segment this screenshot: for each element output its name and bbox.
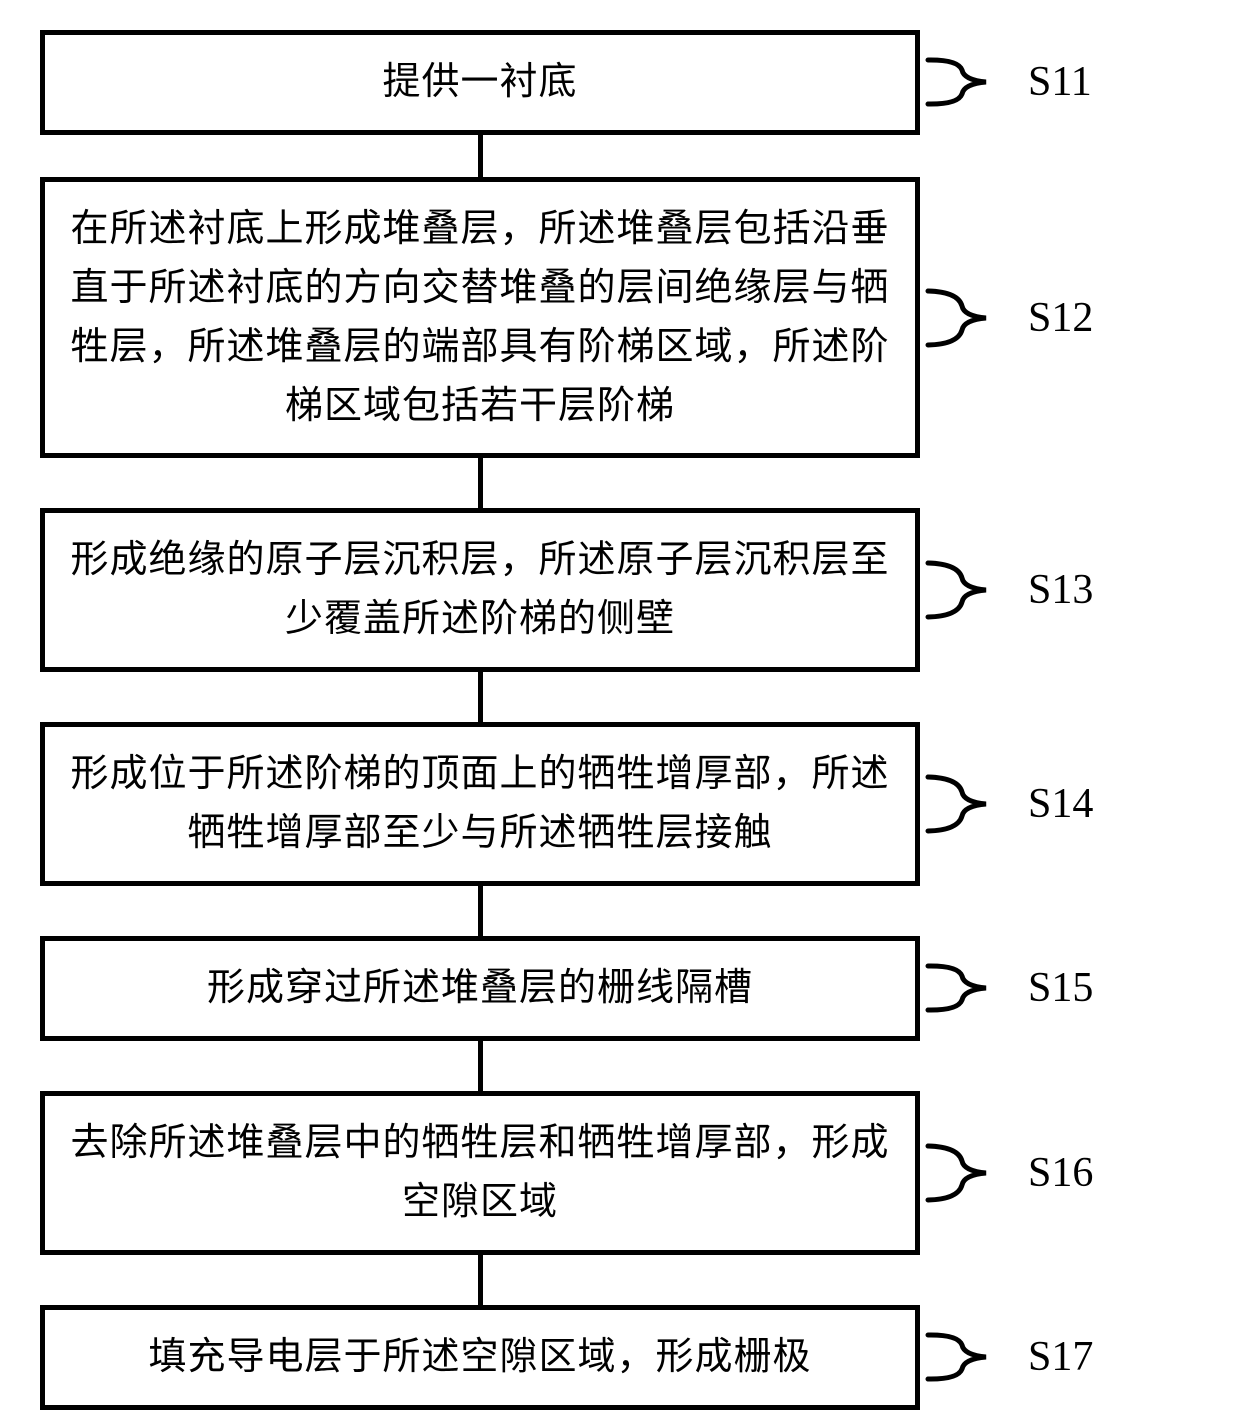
step-label: S14 <box>1028 780 1093 828</box>
connector <box>40 458 920 508</box>
step-box-s14: 形成位于所述阶梯的顶面上的牺牲增厚部，所述牺牲增厚部至少与所述牺牲层接触 <box>40 722 920 886</box>
connector <box>40 1255 920 1305</box>
step-box-s15: 形成穿过所述堆叠层的栅线隔槽 <box>40 936 920 1041</box>
brace-icon <box>920 958 1020 1018</box>
step-text: 提供一衬底 <box>382 53 577 112</box>
step-label: S15 <box>1028 964 1093 1012</box>
step-text: 填充导电层于所述空隙区域，形成栅极 <box>148 1328 811 1387</box>
connector <box>40 886 920 936</box>
step-label-wrap: S12 <box>920 283 1093 353</box>
brace-icon <box>920 769 1020 839</box>
step-row-s14: 形成位于所述阶梯的顶面上的牺牲增厚部，所述牺牲增厚部至少与所述牺牲层接触S14 <box>40 722 1040 886</box>
connector <box>40 672 920 722</box>
step-row-s17: 填充导电层于所述空隙区域，形成栅极S17 <box>40 1305 1040 1410</box>
step-box-s16: 去除所述堆叠层中的牺牲层和牺牲增厚部，形成空隙区域 <box>40 1091 920 1255</box>
step-label-wrap: S16 <box>920 1138 1093 1208</box>
step-text: 形成绝缘的原子层沉积层，所述原子层沉积层至少覆盖所述阶梯的侧壁 <box>69 531 891 649</box>
step-row-s11: 提供一衬底S11 <box>40 30 1040 135</box>
step-row-s16: 去除所述堆叠层中的牺牲层和牺牲增厚部，形成空隙区域S16 <box>40 1091 1040 1255</box>
step-text: 形成位于所述阶梯的顶面上的牺牲增厚部，所述牺牲增厚部至少与所述牺牲层接触 <box>69 745 891 863</box>
brace-icon <box>920 283 1020 353</box>
brace-icon <box>920 555 1020 625</box>
step-label: S11 <box>1028 58 1092 106</box>
step-label-wrap: S15 <box>920 958 1093 1018</box>
step-label-wrap: S17 <box>920 1327 1093 1387</box>
connector <box>40 135 920 177</box>
step-text: 形成穿过所述堆叠层的栅线隔槽 <box>207 959 753 1018</box>
step-box-s17: 填充导电层于所述空隙区域，形成栅极 <box>40 1305 920 1410</box>
brace-icon <box>920 1327 1020 1387</box>
step-label: S13 <box>1028 566 1093 614</box>
flowchart-container: 提供一衬底S11 在所述衬底上形成堆叠层，所述堆叠层包括沿垂直于所述衬底的方向交替… <box>40 30 1040 1410</box>
step-label-wrap: S14 <box>920 769 1093 839</box>
step-label: S17 <box>1028 1333 1093 1381</box>
step-row-s13: 形成绝缘的原子层沉积层，所述原子层沉积层至少覆盖所述阶梯的侧壁S13 <box>40 508 1040 672</box>
connector <box>40 1041 920 1091</box>
step-box-s12: 在所述衬底上形成堆叠层，所述堆叠层包括沿垂直于所述衬底的方向交替堆叠的层间绝缘层… <box>40 177 920 459</box>
step-text: 去除所述堆叠层中的牺牲层和牺牲增厚部，形成空隙区域 <box>69 1114 891 1232</box>
brace-icon <box>920 1138 1020 1208</box>
step-box-s11: 提供一衬底 <box>40 30 920 135</box>
step-text: 在所述衬底上形成堆叠层，所述堆叠层包括沿垂直于所述衬底的方向交替堆叠的层间绝缘层… <box>69 200 891 436</box>
step-label-wrap: S13 <box>920 555 1093 625</box>
step-label-wrap: S11 <box>920 52 1092 112</box>
step-box-s13: 形成绝缘的原子层沉积层，所述原子层沉积层至少覆盖所述阶梯的侧壁 <box>40 508 920 672</box>
step-label: S16 <box>1028 1149 1093 1197</box>
step-label: S12 <box>1028 294 1093 342</box>
step-row-s12: 在所述衬底上形成堆叠层，所述堆叠层包括沿垂直于所述衬底的方向交替堆叠的层间绝缘层… <box>40 177 1040 459</box>
step-row-s15: 形成穿过所述堆叠层的栅线隔槽S15 <box>40 936 1040 1041</box>
brace-icon <box>920 52 1020 112</box>
